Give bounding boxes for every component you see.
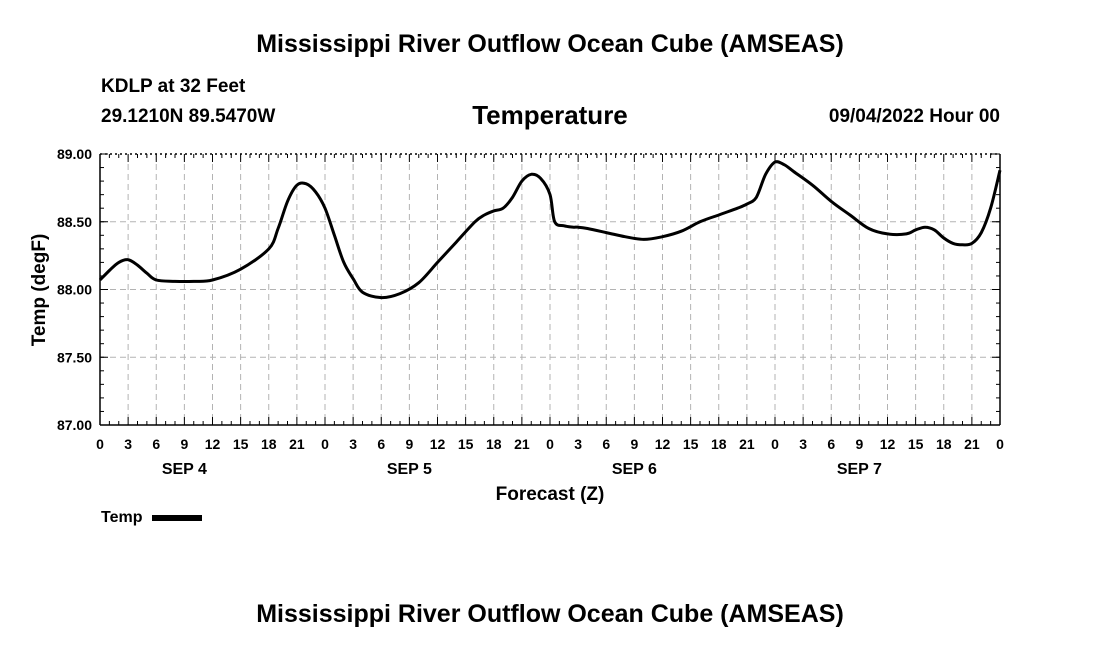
x-tick-label: 3 bbox=[799, 436, 807, 452]
station-coordinates: 29.1210N 89.5470W bbox=[101, 106, 276, 127]
y-tick-label: 87.00 bbox=[57, 417, 92, 433]
x-tick-label: 21 bbox=[964, 436, 980, 452]
x-tick-label: 12 bbox=[205, 436, 221, 452]
x-tick-label: 18 bbox=[261, 436, 277, 452]
x-tick-label: 18 bbox=[936, 436, 952, 452]
series-line-temp bbox=[98, 160, 1002, 300]
x-tick-label: 18 bbox=[486, 436, 502, 452]
x-tick-label: 6 bbox=[827, 436, 835, 452]
x-tick-label: 3 bbox=[349, 436, 357, 452]
x-tick-label: 0 bbox=[546, 436, 554, 452]
chart-main-title: Mississippi River Outflow Ocean Cube (AM… bbox=[256, 30, 844, 58]
grid-lines bbox=[100, 154, 1000, 425]
x-tick-label: 15 bbox=[233, 436, 249, 452]
x-tick-label: 3 bbox=[574, 436, 582, 452]
x-tick-label: 12 bbox=[880, 436, 896, 452]
x-tick-label: 6 bbox=[602, 436, 610, 452]
x-tick-label: 0 bbox=[996, 436, 1004, 452]
legend-line-swatch bbox=[152, 515, 203, 521]
forecast-datetime: 09/04/2022 Hour 00 bbox=[828, 106, 1000, 127]
x-tick-label: 21 bbox=[739, 436, 755, 452]
x-tick-label: 0 bbox=[321, 436, 329, 452]
x-tick-label: 18 bbox=[711, 436, 727, 452]
x-tick-label: 21 bbox=[514, 436, 530, 452]
x-tick-label: 6 bbox=[152, 436, 160, 452]
legend-label: Temp bbox=[101, 509, 143, 526]
legend: Temp bbox=[101, 509, 203, 527]
y-axis-label: Temp (degF) bbox=[29, 233, 50, 347]
x-tick-label: 9 bbox=[855, 436, 863, 452]
x-day-label: SEP 5 bbox=[387, 461, 432, 478]
x-axis-label: Forecast (Z) bbox=[496, 484, 605, 505]
x-day-label: SEP 4 bbox=[162, 461, 207, 478]
y-tick-label: 89.00 bbox=[57, 146, 92, 162]
station-label: KDLP at 32 Feet bbox=[101, 76, 246, 97]
chart-subtitle: Temperature bbox=[472, 100, 628, 130]
x-tick-label: 15 bbox=[683, 436, 699, 452]
y-tick-label: 87.50 bbox=[57, 349, 92, 365]
x-tick-label: 12 bbox=[655, 436, 671, 452]
y-tick-label: 88.00 bbox=[57, 282, 92, 298]
y-tick-label: 88.50 bbox=[57, 214, 92, 230]
x-tick-label: 9 bbox=[630, 436, 638, 452]
x-tick-label: 0 bbox=[771, 436, 779, 452]
x-day-label: SEP 6 bbox=[612, 461, 657, 478]
x-tick-label: 21 bbox=[289, 436, 305, 452]
x-tick-label: 15 bbox=[458, 436, 474, 452]
x-tick-label: 6 bbox=[377, 436, 385, 452]
x-tick-label: 0 bbox=[96, 436, 104, 452]
x-tick-label: 3 bbox=[124, 436, 132, 452]
x-tick-label: 15 bbox=[908, 436, 924, 452]
x-tick-label: 9 bbox=[405, 436, 413, 452]
x-tick-label: 9 bbox=[180, 436, 188, 452]
x-tick-label: 12 bbox=[430, 436, 446, 452]
footer-title: Mississippi River Outflow Ocean Cube (AM… bbox=[256, 600, 844, 628]
x-day-label: SEP 7 bbox=[837, 461, 882, 478]
